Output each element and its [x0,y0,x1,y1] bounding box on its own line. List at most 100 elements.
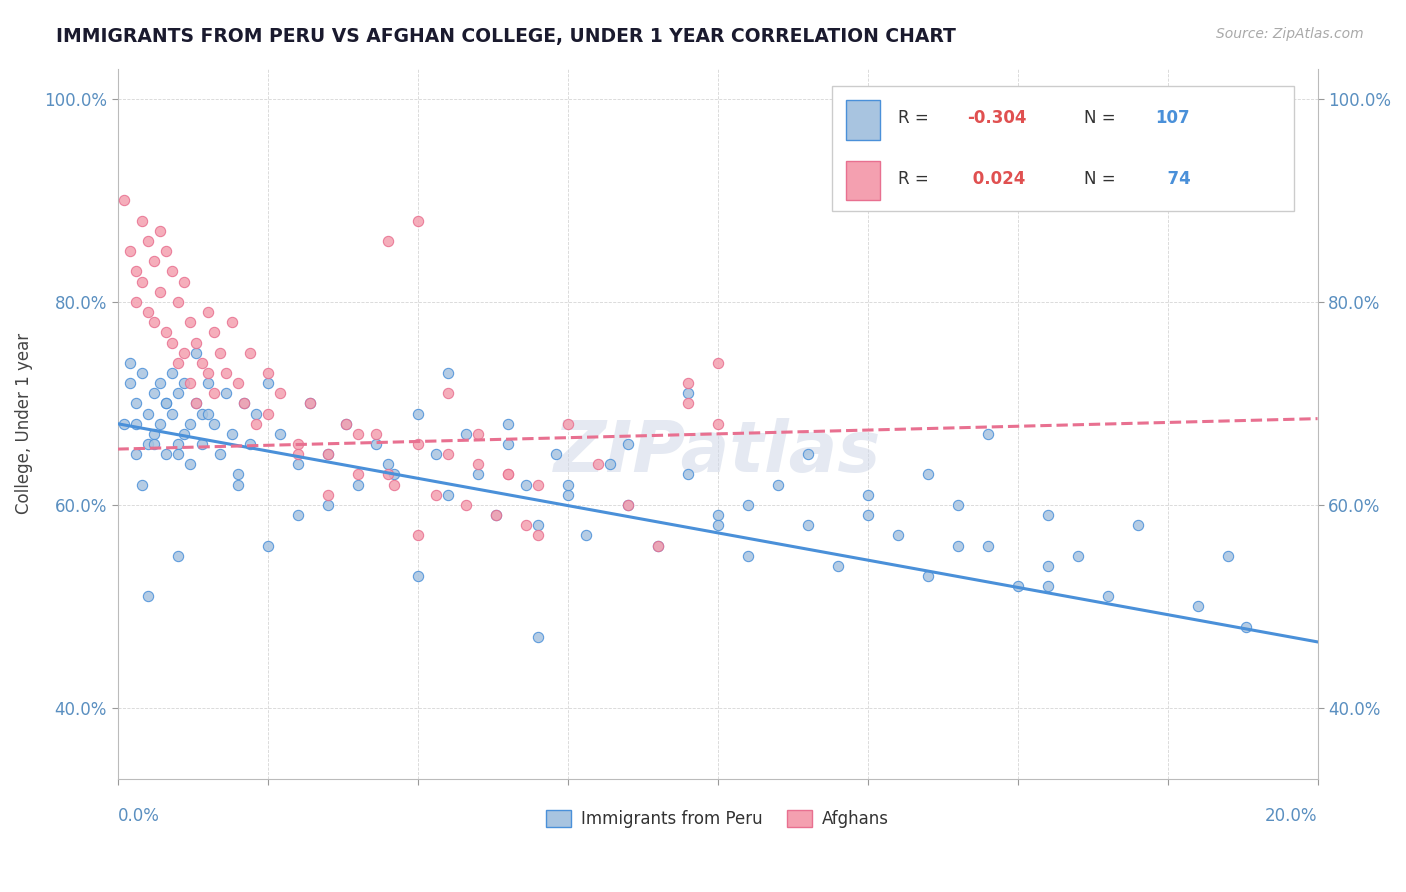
Point [124,417,146,431]
Point [148,376,170,391]
Point [856,508,879,522]
Point [131,366,153,380]
Point [827,558,849,573]
Point [574,528,596,542]
Point [496,467,519,482]
Point [166,549,188,563]
Point [856,488,879,502]
Point [155,244,177,259]
Point [406,407,429,421]
Point [208,447,231,461]
Point [160,366,183,380]
Point [496,467,519,482]
Point [179,376,201,391]
Point [214,366,236,380]
Point [316,447,339,461]
Point [766,477,789,491]
FancyBboxPatch shape [846,101,880,139]
Text: Source: ZipAtlas.com: Source: ZipAtlas.com [1216,27,1364,41]
Point [496,417,519,431]
Point [946,539,969,553]
Point [406,569,429,583]
Point [1036,508,1059,522]
Text: ZIPatlas: ZIPatlas [554,417,882,487]
Y-axis label: College, Under 1 year: College, Under 1 year [15,333,32,515]
Point [586,458,609,472]
Point [245,417,267,431]
Point [467,426,489,441]
Point [454,498,477,512]
Point [425,447,447,461]
Point [142,315,165,329]
Point [226,477,249,491]
Point [946,498,969,512]
Point [136,407,159,421]
FancyBboxPatch shape [831,87,1294,211]
Point [184,396,207,410]
Point [221,315,243,329]
Text: R =: R = [897,109,934,128]
Point [377,467,399,482]
Point [436,447,458,461]
Point [131,477,153,491]
Point [676,376,699,391]
Point [256,539,278,553]
Point [269,426,291,441]
Point [796,518,818,533]
Point [467,467,489,482]
Point [269,386,291,401]
Point [515,518,537,533]
Legend: Immigrants from Peru, Afghans: Immigrants from Peru, Afghans [538,803,896,835]
Point [526,528,548,542]
Point [382,467,405,482]
Point [173,426,195,441]
Point [406,213,429,227]
Point [557,488,579,502]
Point [287,508,309,522]
Point [616,437,638,451]
Point [238,437,260,451]
Point [526,518,548,533]
Point [142,254,165,268]
Point [1066,549,1088,563]
Point [142,426,165,441]
Point [197,407,219,421]
Point [190,437,212,451]
Text: 0.0%: 0.0% [118,807,159,825]
Point [124,264,146,278]
Point [173,376,195,391]
Point [208,345,231,359]
Text: 0.024: 0.024 [967,169,1025,187]
Point [706,518,728,533]
Point [197,305,219,319]
Point [917,467,939,482]
Point [166,386,188,401]
Point [287,437,309,451]
Point [221,426,243,441]
Point [184,396,207,410]
Point [436,488,458,502]
Point [160,335,183,350]
Point [256,366,278,380]
Point [184,335,207,350]
Point [557,417,579,431]
FancyBboxPatch shape [846,161,880,200]
Point [425,488,447,502]
Point [377,458,399,472]
Point [976,539,998,553]
Point [454,426,477,441]
Point [364,426,387,441]
Point [737,549,759,563]
Point [436,366,458,380]
Point [316,488,339,502]
Point [166,447,188,461]
Point [406,437,429,451]
Point [238,345,260,359]
Point [1097,589,1119,603]
Point [202,386,225,401]
Text: IMMIGRANTS FROM PERU VS AFGHAN COLLEGE, UNDER 1 YEAR CORRELATION CHART: IMMIGRANTS FROM PERU VS AFGHAN COLLEGE, … [56,27,956,45]
Point [118,244,141,259]
Point [526,477,548,491]
Point [467,458,489,472]
Text: N =: N = [1084,169,1121,187]
